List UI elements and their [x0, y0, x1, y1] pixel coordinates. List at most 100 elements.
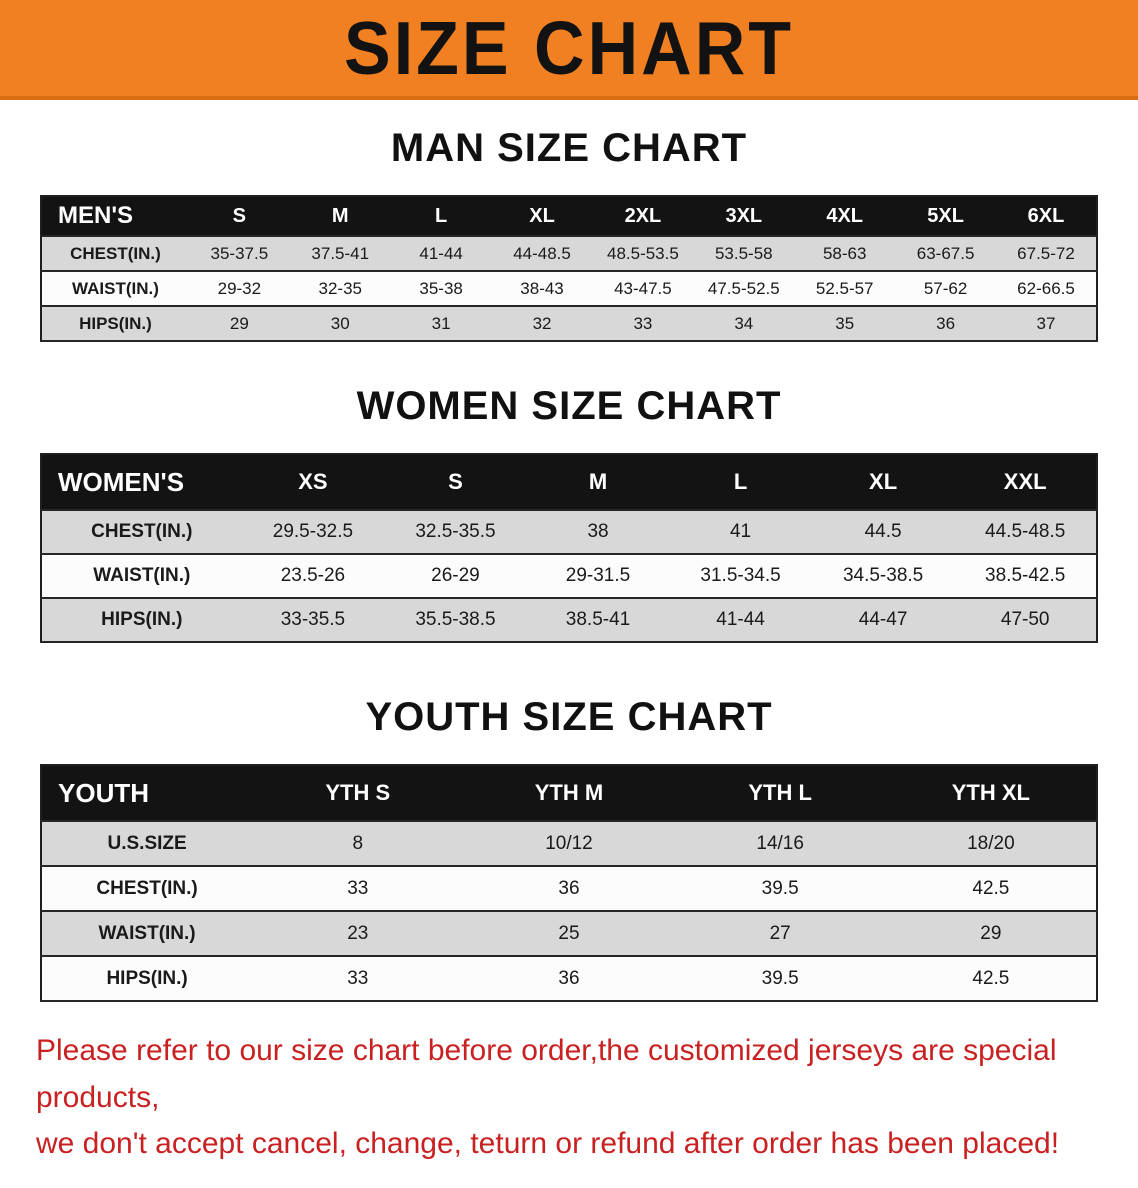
size-value: 29 [229, 313, 249, 333]
size-value: 32.5-35.5 [415, 521, 496, 542]
row-label: HIPS(IN.) [106, 967, 188, 989]
size-column-header: YTH M [534, 780, 604, 805]
women-waist-row: WAIST(IN.) 23.5-26 26-29 29-31.5 31.5-34… [41, 554, 1097, 598]
size-value: 14/16 [756, 832, 804, 854]
row-label: CHEST(IN.) [70, 243, 161, 263]
row-label: WAIST(IN.) [93, 565, 191, 586]
size-value: 38 [587, 521, 609, 542]
size-value: 33 [347, 967, 369, 989]
size-value: 34.5-38.5 [842, 565, 924, 586]
size-value: 38.5-41 [565, 609, 631, 630]
youth-section-heading: YOUTH SIZE CHART [365, 695, 773, 739]
size-column-header: 2XL [624, 204, 662, 227]
size-value: 44.5-48.5 [985, 521, 1066, 542]
row-label: WAIST(IN.) [98, 922, 196, 944]
women-header-row: WOMEN'S XS S M L XL XXL [41, 454, 1097, 510]
size-column-header: XS [298, 469, 328, 494]
size-value: 47-50 [1000, 609, 1050, 630]
size-value: 29-31.5 [565, 565, 631, 586]
page-title: SIZE CHART [344, 5, 794, 91]
size-value: 10/12 [545, 832, 593, 854]
size-column-header: YTH XL [951, 780, 1030, 805]
size-value: 41-44 [419, 243, 463, 263]
size-value: 8 [352, 832, 364, 854]
footer-line-2: we don't accept cancel, change, teturn o… [36, 1127, 1060, 1160]
size-value: 58-63 [822, 243, 867, 263]
size-column-header: L [435, 204, 448, 227]
footer-note: Please refer to our size chart before or… [0, 1028, 1138, 1188]
size-value: 23.5-26 [280, 565, 346, 586]
size-value: 35-37.5 [210, 243, 269, 263]
size-value: 36 [558, 877, 580, 899]
size-value: 52.5-57 [815, 278, 874, 298]
size-column-header: 5XL [927, 204, 964, 227]
size-value: 44-48.5 [513, 243, 571, 263]
size-column-header: M [331, 204, 349, 227]
row-label: CHEST(IN.) [91, 521, 193, 542]
women-table-title: WOMEN'S [58, 466, 185, 497]
youth-header-row: YOUTH YTH S YTH M YTH L YTH XL [41, 765, 1097, 821]
size-value: 34 [734, 313, 754, 333]
size-value: 39.5 [761, 967, 799, 989]
size-value: 63-67.5 [916, 243, 975, 263]
men-size-table: MEN'S S M L XL 2XL 3XL 4XL 5XL 6XL CHEST… [40, 195, 1098, 342]
size-value: 33 [347, 877, 369, 899]
size-value: 35-38 [419, 278, 463, 298]
size-value: 42.5 [972, 967, 1010, 989]
size-value: 38-43 [520, 278, 564, 298]
size-value: 38.5-42.5 [985, 565, 1066, 586]
youth-waist-row: WAIST(IN.) 23 25 27 29 [41, 911, 1097, 956]
size-value: 48.5-53.5 [606, 243, 679, 263]
size-value: 18/20 [967, 832, 1015, 854]
women-hips-row: HIPS(IN.) 33-35.5 35.5-38.5 38.5-41 41-4… [41, 598, 1097, 642]
women-section-heading: WOMEN SIZE CHART [356, 384, 782, 428]
size-value: 29.5-32.5 [272, 521, 354, 542]
size-value: 26-29 [431, 565, 480, 586]
size-column-header: XL [529, 204, 555, 227]
youth-table-title: YOUTH [58, 777, 149, 808]
size-value: 27 [769, 922, 791, 944]
size-value: 31.5-34.5 [700, 565, 781, 586]
size-value: 53.5-58 [714, 243, 773, 263]
men-chest-row: CHEST(IN.) 35-37.5 37.5-41 41-44 44-48.5… [41, 236, 1097, 271]
size-column-header: L [733, 469, 748, 494]
size-column-header: XL [869, 469, 898, 494]
size-value: 23 [347, 922, 369, 944]
size-value: 37.5-41 [311, 243, 370, 263]
women-size-table: WOMEN'S XS S M L XL XXL CHEST(IN.) 29.5-… [40, 453, 1098, 643]
size-value: 44.5 [864, 521, 902, 542]
footer-line-1: Please refer to our size chart before or… [36, 1034, 1057, 1114]
size-value: 32 [532, 313, 552, 333]
size-chart-banner: SIZE CHART [0, 0, 1138, 100]
men-waist-row: WAIST(IN.) 29-32 32-35 35-38 38-43 43-47… [41, 271, 1097, 306]
size-column-header: S [448, 469, 463, 494]
size-value: 33-35.5 [280, 609, 346, 630]
size-column-header: YTH S [325, 780, 391, 805]
size-column-header: S [232, 204, 247, 227]
size-value: 47.5-52.5 [707, 278, 780, 298]
size-column-header: XXL [1003, 469, 1047, 494]
size-value: 29-32 [217, 278, 262, 298]
size-value: 43-47.5 [614, 278, 672, 298]
row-label: U.S.SIZE [107, 832, 187, 854]
row-label: HIPS(IN.) [79, 313, 152, 333]
size-value: 42.5 [972, 877, 1010, 899]
size-value: 37 [1036, 313, 1056, 333]
size-value: 41 [729, 521, 752, 542]
size-column-header: YTH L [748, 780, 812, 805]
women-chest-row: CHEST(IN.) 29.5-32.5 32.5-35.5 38 41 44.… [41, 510, 1097, 554]
size-value: 30 [330, 313, 350, 333]
size-column-header: 3XL [725, 204, 763, 227]
size-value: 35.5-38.5 [415, 609, 496, 630]
row-label: CHEST(IN.) [96, 877, 198, 899]
size-column-header: 4XL [826, 204, 864, 227]
youth-chest-row: CHEST(IN.) 33 36 39.5 42.5 [41, 866, 1097, 911]
size-value: 44-47 [858, 609, 908, 630]
size-value: 31 [431, 313, 451, 333]
size-value: 67.5-72 [1017, 243, 1075, 263]
youth-size-table: YOUTH YTH S YTH M YTH L YTH XL U.S.SIZE … [40, 764, 1098, 1002]
men-table-title: MEN'S [58, 202, 134, 229]
size-value: 39.5 [761, 877, 799, 899]
size-value: 36 [558, 967, 580, 989]
row-label: WAIST(IN.) [72, 278, 159, 298]
